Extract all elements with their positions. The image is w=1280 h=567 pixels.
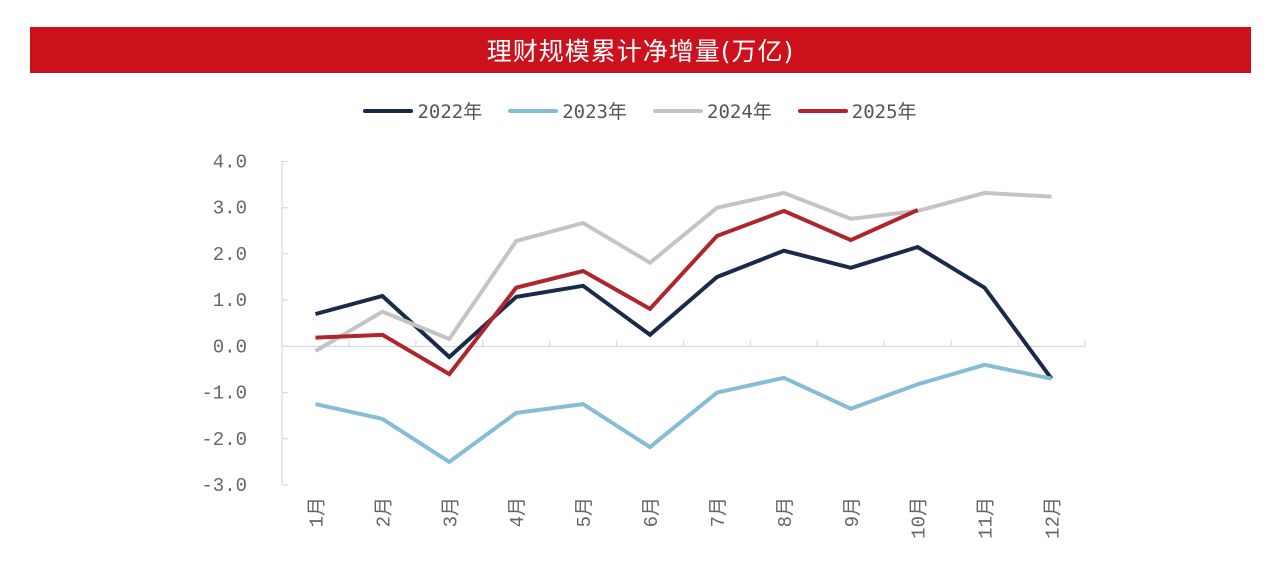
y-tick-label: -2.0 [201,429,247,451]
x-tick-label: 4月 [507,497,529,527]
legend-label-2024: 2024年 [707,101,772,123]
y-tick-label: -3.0 [201,475,247,497]
y-tick-label: 0.0 [213,336,247,358]
x-tick-label: 1月 [306,497,328,527]
x-tick-label: 5月 [574,497,596,527]
legend-label-2022: 2022年 [417,101,483,123]
chart-title: 理财规模累计净增量(万亿) [486,37,795,66]
series-line-2024 [314,190,1052,353]
x-tick-label: 3月 [440,497,462,527]
legend-item-2024: 2024年 [653,97,772,124]
series-line-2022 [314,244,1054,380]
legend-label-2025: 2025年 [851,101,917,123]
legend-label-2023: 2023年 [562,101,627,123]
y-tick-label: 4.0 [213,152,247,174]
legend-item-2023: 2023年 [508,97,627,124]
legend-swatch-2024 [653,108,703,113]
legend: 2022年 2023年 2024年 2025年 [0,97,1280,124]
x-tick-label: 8月 [775,497,797,527]
x-tick-label: 12月 [1043,497,1065,539]
x-tick-label: 11月 [976,497,998,539]
y-tick-label: -1.0 [201,383,247,405]
legend-swatch-2022 [363,108,414,113]
y-tick-label: 1.0 [213,290,247,312]
y-tick-label: 3.0 [213,198,247,220]
legend-swatch-2023 [508,108,559,113]
legend-swatch-2025 [797,108,848,113]
y-tick-label: 2.0 [213,244,247,266]
x-tick-label: 10月 [909,497,931,539]
x-tick-label: 7月 [708,497,730,527]
legend-item-2025: 2025年 [797,97,917,124]
x-tick-label: 9月 [842,497,864,527]
legend-item-2022: 2022年 [363,97,482,124]
series-line-2025 [315,208,919,377]
x-tick-label: 2月 [373,497,395,527]
series-line-2023 [315,362,1052,465]
chart-title-bar: 理财规模累计净增量(万亿) [30,27,1251,73]
x-tick-label: 6月 [641,497,663,527]
